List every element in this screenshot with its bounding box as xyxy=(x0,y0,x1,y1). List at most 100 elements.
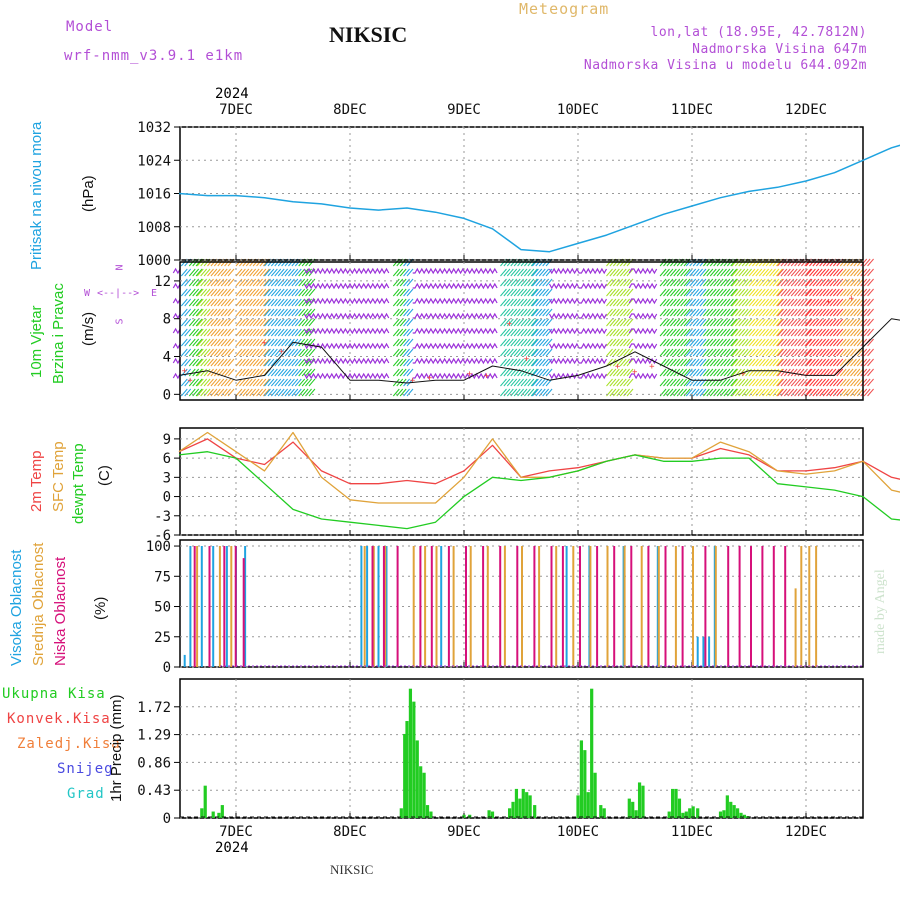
wind-barb xyxy=(184,288,192,297)
wind-barb-row xyxy=(548,357,608,365)
wind-barb xyxy=(267,338,275,347)
wind-barb xyxy=(755,308,763,317)
wind-barb xyxy=(689,388,697,397)
wind-barb xyxy=(836,268,844,277)
wind-barb xyxy=(535,308,543,317)
wind-barb-row xyxy=(628,372,658,380)
wind-barb xyxy=(239,338,246,347)
wind-barb xyxy=(832,368,840,377)
wind-barb xyxy=(239,298,246,307)
wind-barb xyxy=(703,318,710,327)
wind-barb xyxy=(699,328,707,337)
wind-barb xyxy=(301,378,309,387)
wind-barb xyxy=(685,298,693,307)
wind-barb xyxy=(843,378,850,387)
wind-barb xyxy=(663,268,670,277)
wind-barb xyxy=(783,308,791,317)
wind-barb xyxy=(500,298,507,307)
wind-barb xyxy=(716,358,724,367)
cloud-ytick-label: 0 xyxy=(163,660,171,676)
wind-barb xyxy=(392,278,400,287)
wind-barb xyxy=(659,348,667,357)
precip-bar xyxy=(739,812,743,818)
wind-barb xyxy=(709,298,717,307)
wind-barb xyxy=(775,298,783,307)
wind-barb xyxy=(210,278,218,287)
wind-barb xyxy=(772,298,780,307)
wind-barb xyxy=(403,328,410,337)
gust-marker: + xyxy=(279,347,285,357)
precip-bar xyxy=(725,795,729,818)
wind-barb xyxy=(822,318,830,327)
wind-barb xyxy=(706,338,714,347)
wind-barb xyxy=(308,388,316,397)
wind-barb xyxy=(846,268,854,277)
wind-barb xyxy=(741,298,749,307)
wind-barb xyxy=(797,328,805,337)
wind-barb xyxy=(853,338,861,347)
wind-barb xyxy=(734,268,742,277)
wind-barb xyxy=(532,328,539,337)
wind-barb xyxy=(535,268,543,277)
wind-barb xyxy=(689,298,697,307)
wind-barb xyxy=(692,358,700,367)
wind-barb xyxy=(850,348,857,357)
precip-bar xyxy=(511,801,515,818)
wind-barb xyxy=(752,388,759,397)
wind-barb xyxy=(772,268,780,277)
wind-barb xyxy=(769,338,776,347)
wind-barb xyxy=(787,388,795,397)
wind-barb xyxy=(619,368,627,377)
wind-barb xyxy=(790,328,798,337)
wind-barb xyxy=(623,328,630,337)
wind-barb xyxy=(772,348,780,357)
wind-barb xyxy=(188,278,196,287)
wind-barb xyxy=(706,348,714,357)
wind-barb xyxy=(249,278,257,287)
wind-barb xyxy=(790,288,798,297)
wind-barb xyxy=(606,288,613,297)
wind-barb xyxy=(663,328,670,337)
wind-barb xyxy=(755,288,763,297)
wind-barb xyxy=(520,288,528,297)
wind-barb xyxy=(270,358,278,367)
wind-barb xyxy=(399,368,407,377)
wind-barb xyxy=(506,328,514,337)
wind-barb xyxy=(699,388,707,397)
wind-barb xyxy=(762,328,770,337)
legend-freezing-precip: Zaledj.Kisa xyxy=(17,736,121,752)
wind-barb xyxy=(527,308,535,317)
cloud-ytick-label: 50 xyxy=(154,600,171,616)
wind-barb xyxy=(524,338,531,347)
precip-bar xyxy=(429,811,433,818)
wind-barb xyxy=(713,308,721,317)
wind-barb xyxy=(291,388,299,397)
wind-barb xyxy=(787,378,795,387)
wind-barb xyxy=(726,288,734,297)
wind-barb xyxy=(406,358,414,367)
wind-barb xyxy=(500,348,507,357)
wind-barb xyxy=(506,268,514,277)
precip-bar xyxy=(514,788,519,818)
wind-barb xyxy=(532,388,539,397)
wind-barb xyxy=(545,318,553,327)
wind-barb xyxy=(843,288,850,297)
wind-barb xyxy=(500,368,507,377)
wind-barb xyxy=(180,378,188,387)
wind-barb xyxy=(527,278,535,287)
precip-bar xyxy=(533,805,537,818)
wind-barb xyxy=(235,318,243,327)
wind-barb xyxy=(741,388,749,397)
wind-barb xyxy=(538,348,546,357)
wind-barb xyxy=(780,378,788,387)
wind-barb xyxy=(217,278,225,287)
wind-barb xyxy=(689,368,697,377)
wind-barb xyxy=(281,288,288,297)
wind-barb xyxy=(867,268,874,277)
wind-barb xyxy=(731,278,739,287)
wind-barb xyxy=(819,328,827,337)
wind-barb xyxy=(210,288,218,297)
wind-barb xyxy=(666,268,674,277)
wind-barb xyxy=(545,368,553,377)
wind-barb xyxy=(689,338,697,347)
